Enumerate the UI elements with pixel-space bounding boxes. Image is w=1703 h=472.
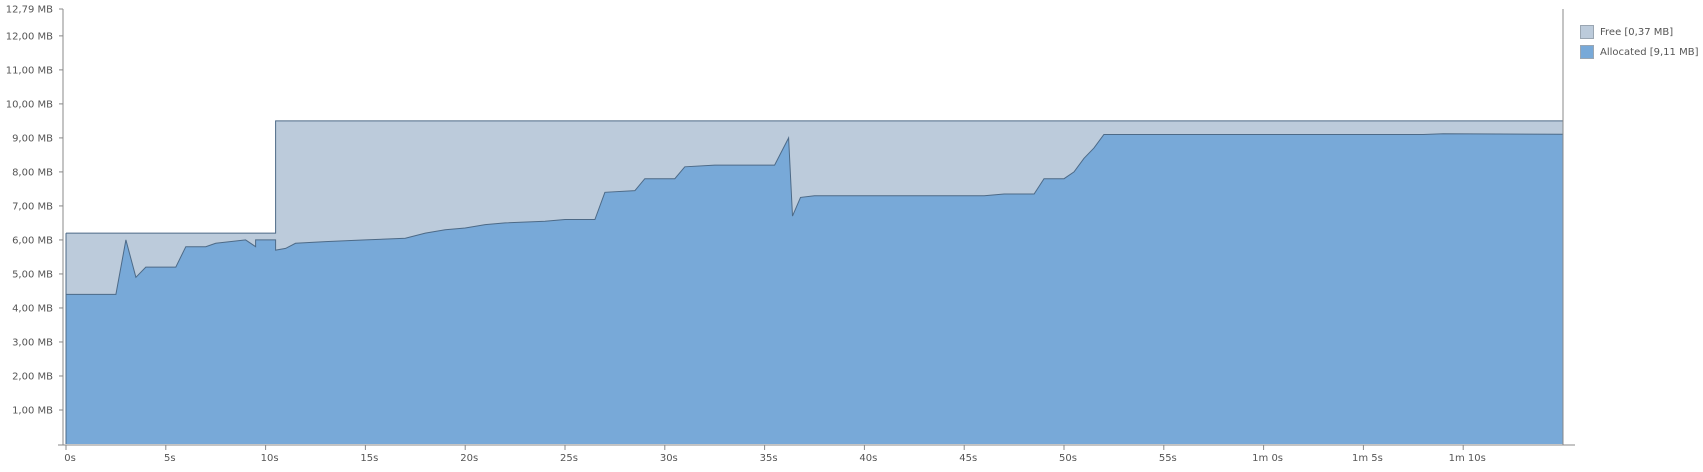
x-axis-ticks: 0s 5s 10s 15s 20s 25s 30s 35s 40s 45s 50s 55s 1m 0s 1… <box>64 445 1486 464</box>
y-tick-label: 4,00 MB <box>12 303 53 314</box>
y-tick-label: 11,00 MB <box>6 65 53 76</box>
y-tick-label: 5,00 MB <box>12 269 53 280</box>
y-tick-label: 12,79 MB <box>6 5 53 16</box>
x-tick-label: 45s <box>959 453 977 464</box>
x-tick-label: 35s <box>760 453 778 464</box>
y-tick-label: 2,00 MB <box>12 371 53 382</box>
x-tick-label: 20s <box>460 453 478 464</box>
y-tick-label: 10,00 MB <box>6 99 53 110</box>
y-tick-label: 9,00 MB <box>12 133 53 144</box>
y-tick-label: 1,00 MB <box>12 405 53 416</box>
y-axis-ticks: 1,00 MB 2,00 MB 3,00 MB 4,00 MB 5,00 MB 6,00 … <box>6 5 63 416</box>
legend-item-free: Free [0,37 MB] <box>1580 22 1698 42</box>
plot-areas <box>65 120 1564 445</box>
x-tick-label: 0s <box>64 453 76 464</box>
legend-swatch-allocated <box>1580 45 1594 59</box>
y-tick-label: 3,00 MB <box>12 337 53 348</box>
legend-label-free: Free [0,37 MB] <box>1600 26 1674 38</box>
legend-swatch-free <box>1580 25 1594 39</box>
x-tick-label: 1m 5s <box>1352 453 1383 464</box>
x-tick-label: 30s <box>660 453 678 464</box>
x-tick-label: 10s <box>261 453 279 464</box>
line-allocated <box>66 133 1564 295</box>
x-tick-label: 1m 10s <box>1449 453 1486 464</box>
legend: Free [0,37 MB] Allocated [9,11 MB] <box>1580 22 1698 62</box>
x-tick-label: 1m 0s <box>1252 453 1283 464</box>
legend-item-allocated: Allocated [9,11 MB] <box>1580 42 1698 62</box>
y-tick-label: 12,00 MB <box>6 31 53 42</box>
x-tick-label: 40s <box>859 453 877 464</box>
y-tick-label: 7,00 MB <box>12 201 53 212</box>
x-tick-label: 50s <box>1059 453 1077 464</box>
legend-label-allocated: Allocated [9,11 MB] <box>1600 46 1699 58</box>
area-allocated <box>66 133 1563 445</box>
x-tick-label: 55s <box>1159 453 1177 464</box>
y-tick-label: 8,00 MB <box>12 167 53 178</box>
x-tick-label: 15s <box>360 453 378 464</box>
y-tick-label: 6,00 MB <box>12 235 53 246</box>
x-tick-label: 5s <box>164 453 176 464</box>
axes <box>58 9 1575 446</box>
line-free <box>66 120 1563 234</box>
x-tick-label: 25s <box>560 453 578 464</box>
